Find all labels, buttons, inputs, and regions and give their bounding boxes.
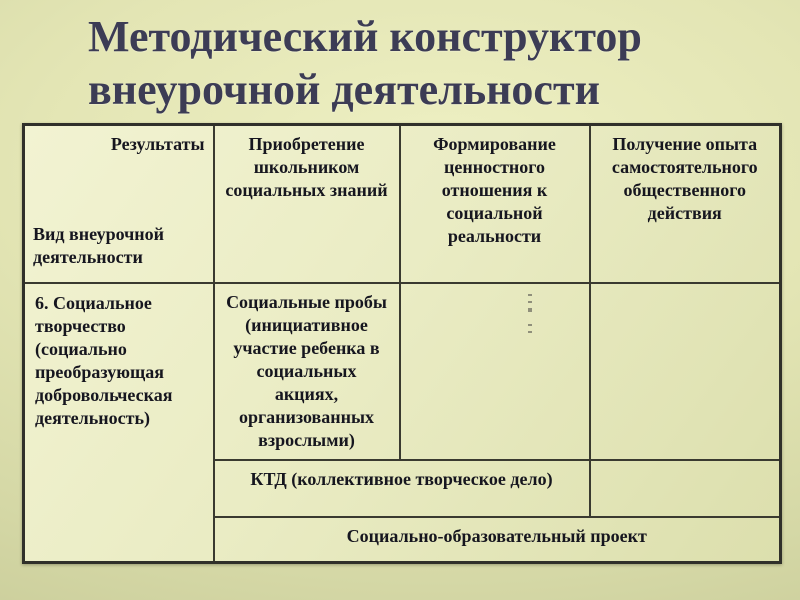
slide-title-line-1: Методический конструктор: [88, 12, 642, 61]
header-col-independent-action: Получение опыта самостоятельного обществ…: [588, 123, 782, 284]
cell-empty-independent-action: [588, 281, 782, 461]
cell-social-proby: Социальные пробы (инициативное участие р…: [212, 281, 401, 461]
header-results-label: Результаты: [110, 134, 205, 154]
body-row-social-proby: 6. Социальное творчество (социально прео…: [22, 281, 782, 564]
cell-project: Социально-образовательный проект: [212, 515, 782, 564]
header-corner-cell: Результаты Вид внеурочной деятельности: [22, 123, 215, 284]
cell-empty-ktd-right: [588, 458, 782, 518]
body-row-project: Социально-образовательный проект: [24, 515, 782, 564]
header-row: Результаты Вид внеурочной деятельности П…: [22, 123, 782, 284]
header-col-social-knowledge: Приобретение школьником социальных знани…: [212, 123, 401, 284]
body-row-ktd: КТД (коллективное творческое дело): [24, 458, 782, 518]
slide-title: Методический конструктор внеурочной деят…: [88, 10, 642, 116]
cell-ktd: КТД (коллективное творческое дело): [212, 458, 591, 518]
header-col-value-attitude: Формирование ценностного отношения к соц…: [398, 123, 591, 284]
header-activity-type-label: Вид внеурочной деятельности: [33, 223, 165, 267]
header-corner-inner: Результаты Вид внеурочной деятельности: [26, 127, 212, 281]
artifact-marks: [402, 285, 588, 458]
row-label-social-creativity: 6. Социальное творчество (социально прео…: [22, 281, 215, 564]
slide-title-line-2: внеурочной деятельности: [88, 65, 600, 114]
cell-empty-value-attitude: [398, 281, 591, 461]
results-table: Результаты Вид внеурочной деятельности П…: [22, 123, 782, 564]
